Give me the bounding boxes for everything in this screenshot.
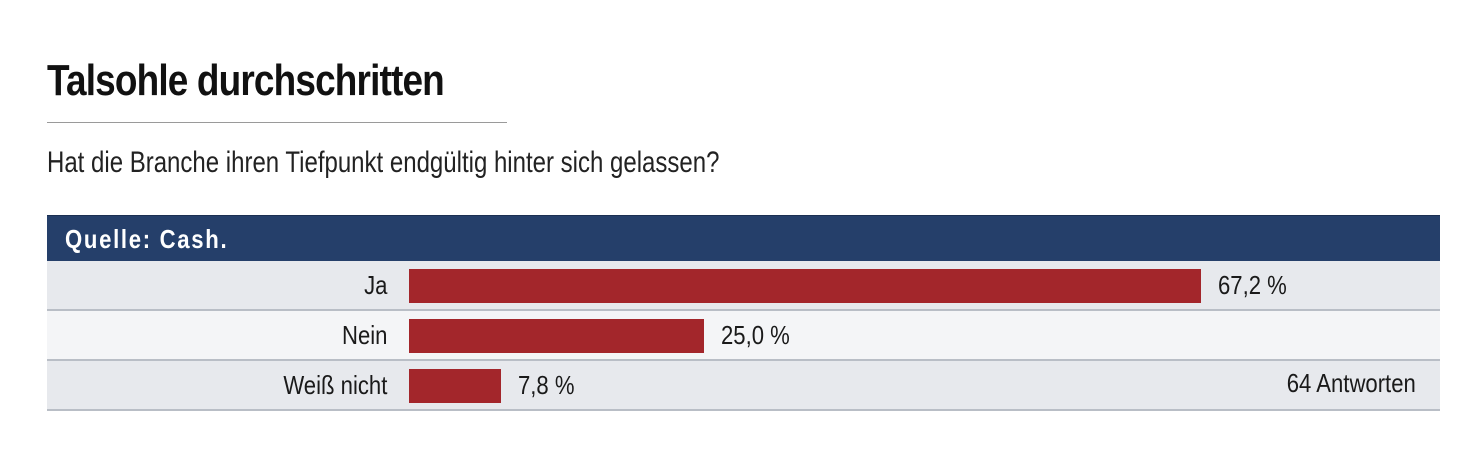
value-label: 7,8 % <box>517 370 575 400</box>
category-label: Nein <box>341 320 387 350</box>
chart-title: Talsohle durchschritten <box>47 56 445 105</box>
chart-subtitle: Hat die Branche ihren Tiefpunkt endgülti… <box>47 146 720 179</box>
value-label: 25,0 % <box>720 320 790 350</box>
bar <box>409 269 1201 303</box>
category-label: Weiß nicht <box>283 370 387 400</box>
bar <box>409 319 704 353</box>
bar-chart: Weiß nicht 7,8 % Nein 25,0 % Ja 67,2 % 64 Ant… <box>47 261 1440 411</box>
bar <box>409 369 501 403</box>
chart-row: Ja 67,2 % <box>47 261 1440 311</box>
title-underline <box>47 122 507 123</box>
category-label: Ja <box>363 270 387 300</box>
value-label: 67,2 % <box>1217 270 1287 300</box>
source-banner: Quelle: Cash. <box>47 215 1440 262</box>
chart-row: Weiß nicht 7,8 % <box>47 361 1440 411</box>
responses-count: 64 Antworten <box>1286 368 1416 398</box>
source-label: Quelle: Cash. <box>65 224 229 254</box>
chart-row: Nein 25,0 % <box>47 311 1440 361</box>
